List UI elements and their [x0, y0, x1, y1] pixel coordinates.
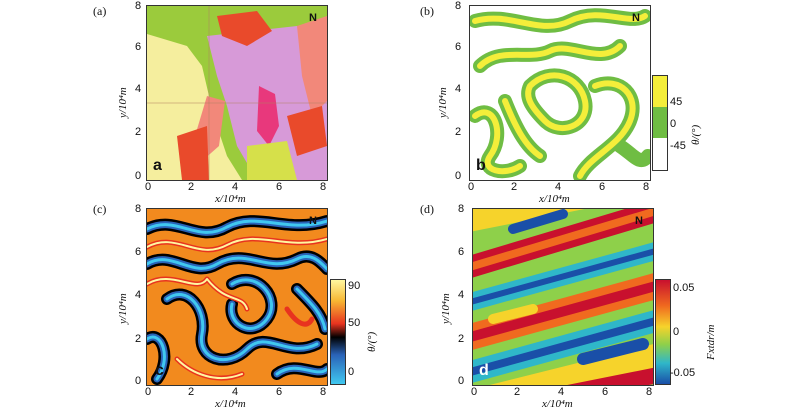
panel-b-cbar-tick: -45: [670, 140, 686, 152]
panel-b-cbar-tick: 0: [670, 118, 677, 130]
panel-b-cbar-tick: 45: [670, 96, 683, 108]
panel-a-ylabel: y/10⁴m: [117, 87, 129, 118]
panel-b-xtick: 6: [599, 181, 606, 193]
panel-c-label: (c): [93, 202, 107, 216]
panel-d-xtick: 6: [602, 386, 609, 398]
panel-d-map: d N: [472, 208, 654, 386]
panel-d-ytick: 8: [458, 203, 465, 215]
cbar-b-green: [653, 107, 667, 138]
panel-c-north-arrow: N: [309, 215, 317, 227]
panel-b-label: (b): [420, 4, 434, 18]
panel-b-map: b N: [469, 5, 651, 181]
panel-b-xtick: 4: [555, 181, 562, 193]
panel-d-ylabel: y/10⁴m: [440, 293, 452, 324]
panel-a-xlabel: x/10⁴m: [215, 193, 246, 205]
panel-c-xtick: 6: [276, 386, 283, 398]
panel-a-xtick: 6: [276, 181, 283, 193]
panel-c-ylabel: y/10⁴m: [117, 293, 129, 324]
cbar-b-yellow: [653, 76, 667, 107]
panel-c-cbar-tick: 0: [348, 366, 355, 378]
panel-d-ytick: 0: [458, 375, 465, 387]
panel-a-ytick: 8: [135, 0, 142, 12]
panel-c-ytick: 8: [135, 203, 142, 215]
panel-d-inner-label: d: [479, 362, 489, 379]
panel-b-xtick: 0: [468, 181, 475, 193]
panel-d-cbar-tick: -0.05: [670, 367, 696, 379]
panel-a-map: a N: [146, 5, 328, 181]
panel-d-xtick: 0: [471, 386, 478, 398]
panel-d-cbar-tick: 0.05: [673, 282, 695, 294]
panel-a-xtick: 8: [320, 181, 327, 193]
region-magenta-core: [257, 86, 279, 146]
panel-c-cbar-tick: 50: [348, 317, 361, 329]
panel-a-label: (a): [93, 4, 107, 18]
panel-c-ytick: 4: [135, 289, 142, 301]
panel-c-ytick: 2: [135, 333, 142, 345]
panel-a-xtick: 2: [188, 181, 195, 193]
panel-b-ytick: 0: [455, 170, 462, 182]
panel-c-cbar-tick: 90: [348, 280, 361, 292]
panel-c-xtick: 2: [188, 386, 195, 398]
panel-d-xtick: 2: [514, 386, 521, 398]
region-yellowgreen: [247, 141, 297, 180]
angle-map-b: [470, 8, 650, 180]
panel-d-ytick: 6: [458, 246, 465, 258]
panel-d-ytick: 4: [458, 289, 465, 301]
panel-c-xtick: 8: [320, 386, 327, 398]
panel-b-north-arrow: N: [632, 12, 640, 24]
fxtdr-map: [473, 209, 653, 385]
panel-c-ytick: 0: [135, 375, 142, 387]
panel-a-ytick: 0: [135, 170, 142, 182]
geology-map: [147, 6, 327, 180]
panel-d-xlabel: x/10⁴m: [542, 398, 573, 410]
panel-b-xtick: 2: [511, 181, 518, 193]
panel-b-ytick: 8: [455, 0, 462, 12]
panel-d-cbar-tick: 0: [673, 326, 680, 338]
panel-c-cbar-title: θ/(°): [366, 331, 378, 352]
panel-c-xtick: 0: [145, 386, 152, 398]
angle-map-c: [147, 209, 327, 385]
panel-a-ytick: 2: [135, 126, 142, 138]
panel-a-north-arrow: N: [309, 12, 317, 24]
panel-d-xtick: 8: [646, 386, 653, 398]
panel-a-xtick: 0: [145, 181, 152, 193]
panel-c-ytick: 6: [135, 246, 142, 258]
panel-b-ytick: 4: [455, 83, 462, 95]
panel-a-ytick: 6: [135, 41, 142, 53]
panel-d-label: (d): [420, 202, 434, 216]
panel-c-colorbar: [330, 279, 346, 385]
panel-c-xlabel: x/10⁴m: [215, 398, 246, 410]
panel-b-ytick: 2: [455, 126, 462, 138]
panel-d-cbar-title: Fxtdr/m: [705, 324, 717, 360]
panel-b-cbar-title: θ/(°): [690, 124, 702, 145]
panel-b-xtick: 8: [643, 181, 650, 193]
panel-b-xlabel: x/10⁴m: [539, 193, 570, 205]
panel-d-north-arrow: N: [635, 215, 643, 227]
panel-a-xtick: 4: [232, 181, 239, 193]
panel-a-ytick: 4: [135, 83, 142, 95]
panel-c-inner-label: c: [155, 362, 164, 379]
panel-a-inner-label: a: [153, 157, 162, 174]
panel-d-xtick: 4: [558, 386, 565, 398]
panel-c-xtick: 4: [232, 386, 239, 398]
region-salmon-east: [297, 16, 327, 116]
panel-d-colorbar: [655, 279, 671, 385]
panel-b-colorbar: [652, 75, 668, 171]
region-red-north: [217, 11, 272, 46]
panel-d-ytick: 2: [458, 333, 465, 345]
region-red-south: [177, 126, 209, 180]
panel-b-ytick: 6: [455, 41, 462, 53]
cbar-b-white: [653, 138, 667, 170]
panel-c-map: c N: [146, 208, 328, 386]
panel-b-inner-label: b: [476, 157, 486, 174]
region-red-east: [287, 106, 327, 156]
panel-b-ylabel: y/10⁴m: [437, 87, 449, 118]
